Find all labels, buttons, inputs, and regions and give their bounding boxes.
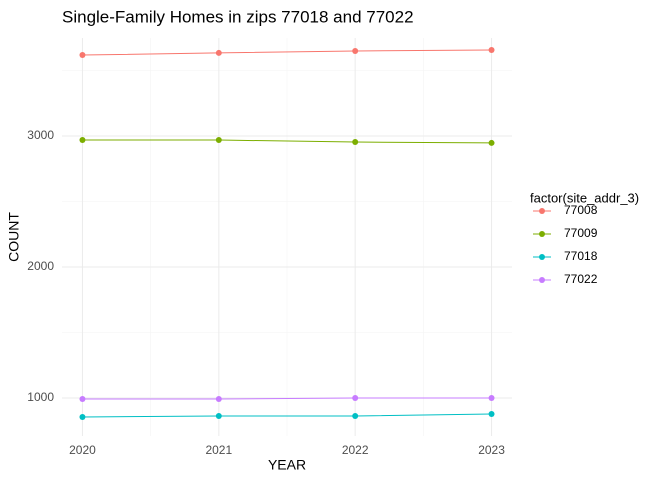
x-tick-label: 2021 [205,443,232,457]
data-point [488,410,495,417]
legend-key-point [539,231,545,237]
y-axis-title: COUNT [6,212,22,262]
x-axis-title: YEAR [268,457,306,473]
series-line [82,139,492,144]
data-point [352,395,359,402]
data-point [79,396,86,403]
legend-key-point [539,254,545,260]
y-tick-label: 1000 [27,390,54,404]
data-point [215,49,222,56]
data-point [488,47,495,54]
data-point [79,137,86,144]
series-line [82,413,492,418]
y-tick-label: 3000 [27,128,54,142]
data-point [215,396,222,403]
legend-label: 77008 [564,203,598,217]
series-line [82,49,492,56]
legend-label: 77009 [564,226,598,240]
y-tick-label: 2000 [27,259,54,273]
data-point [352,412,359,419]
legend-label: 77018 [564,249,598,263]
data-point [488,395,495,402]
x-tick-label: 2020 [69,443,96,457]
x-tick-label: 2022 [342,443,369,457]
legend-title: factor(site_addr_3) [530,190,639,205]
legend-key-point [539,208,545,214]
legend-key-point [539,277,545,283]
data-point [352,139,359,146]
data-point [79,52,86,59]
legend-label: 77022 [564,272,598,286]
data-point [215,137,222,144]
data-point [488,139,495,146]
data-point [79,414,86,421]
x-tick-label: 2023 [478,443,505,457]
data-point [215,412,222,419]
chart-title: Single-Family Homes in zips 77018 and 77… [62,7,414,26]
series-line [82,397,492,400]
data-point [352,47,359,54]
